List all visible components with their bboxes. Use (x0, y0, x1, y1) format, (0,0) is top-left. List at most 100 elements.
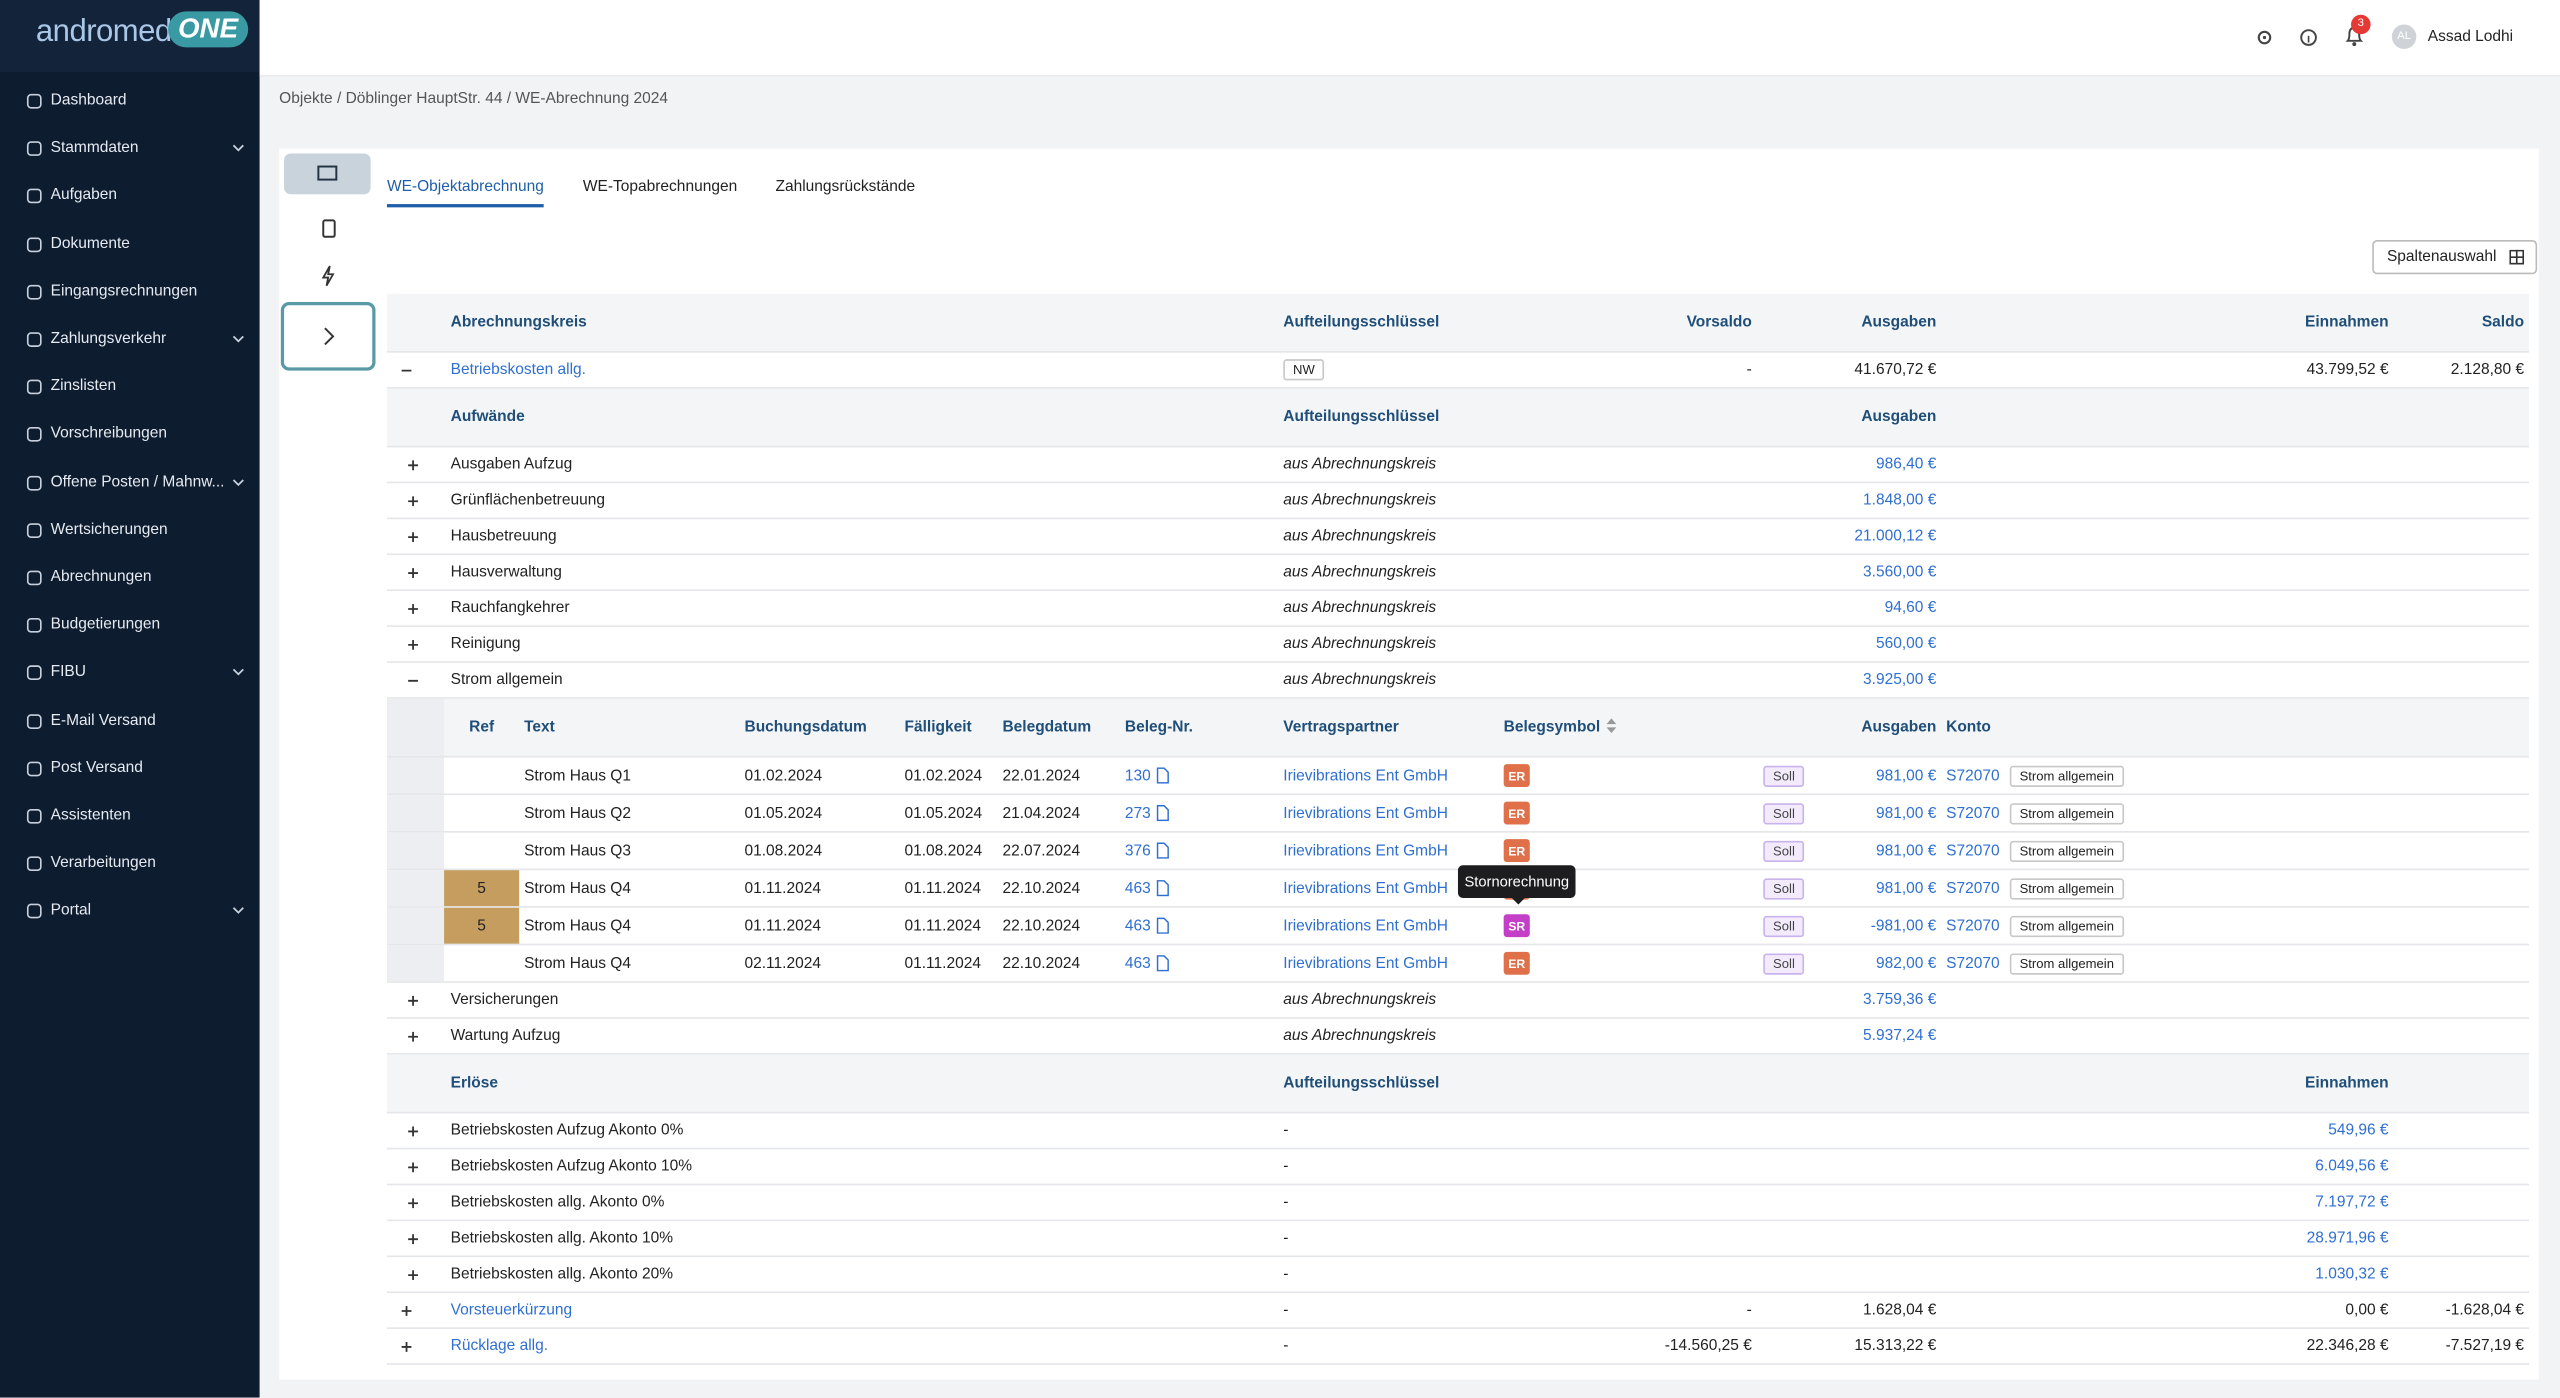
amount-link[interactable]: 982,00 € (1875, 954, 1937, 973)
menu-item[interactable]: E-Mail Versand (0, 705, 260, 738)
expand-toggle[interactable] (405, 1185, 421, 1219)
account-link[interactable]: S72070 (1946, 954, 2000, 973)
document-link[interactable]: 376 (1124, 841, 1151, 860)
amount-link[interactable]: 21.000,12 € (1854, 527, 1937, 546)
tab[interactable]: Zahlungsrückstände (775, 177, 916, 196)
menu-item[interactable]: Verarbeitungen (0, 848, 260, 881)
circle-link[interactable]: Rücklage allg. (450, 1337, 549, 1356)
menu-item[interactable]: Dokumente (0, 228, 260, 261)
account-link[interactable]: S72070 (1946, 841, 2000, 860)
user-name[interactable]: Assad Lodhi (2427, 27, 2514, 46)
amount-link[interactable]: 549,96 € (2328, 1121, 2389, 1140)
amount-link[interactable]: 7.197,72 € (2315, 1193, 2389, 1212)
cell: ER (1503, 758, 1530, 794)
column-select-button[interactable]: Spaltenauswahl (2372, 239, 2538, 275)
tab[interactable]: WE-Objektabrechnung (386, 178, 544, 208)
partner-link[interactable]: Irievibrations Ent GmbH (1283, 766, 1448, 785)
amount-link[interactable]: 981,00 € (1875, 804, 1937, 823)
amount-link[interactable]: 3.759,36 € (1863, 991, 1937, 1009)
menu-item[interactable]: Post Versand (0, 752, 260, 785)
document-link[interactable]: 463 (1124, 916, 1151, 935)
amount-link[interactable]: 3.560,00 € (1863, 563, 1937, 582)
tab[interactable]: WE-Topabrechnungen (582, 177, 738, 196)
menu-item[interactable]: Assistenten (0, 800, 260, 833)
menu-item[interactable]: Dashboard (0, 85, 260, 118)
menu-item[interactable]: Stammdaten (0, 133, 260, 166)
cell: 22.01.2024 (1002, 758, 1080, 794)
menu-item[interactable]: Zahlungsverkehr (0, 323, 260, 356)
expand-panel-button[interactable] (280, 302, 376, 371)
menu-item[interactable]: Eingangsrechnungen (0, 276, 260, 309)
expand-toggle[interactable] (405, 627, 421, 661)
expand-toggle[interactable] (405, 555, 421, 589)
document-link[interactable]: 130 (1124, 766, 1151, 785)
partner-link[interactable]: Irievibrations Ent GmbH (1283, 916, 1448, 935)
amount-link[interactable]: -981,00 € (1870, 916, 1937, 935)
avatar[interactable]: AL (2391, 24, 2417, 49)
menu-item[interactable]: Vorschreibungen (0, 419, 260, 452)
menu-item[interactable]: Abrechnungen (0, 562, 260, 595)
view-button-active[interactable] (284, 153, 371, 195)
flash-icon[interactable] (318, 264, 338, 287)
partner-link[interactable]: Irievibrations Ent GmbH (1283, 879, 1448, 898)
document-link[interactable]: 463 (1124, 879, 1151, 898)
menu-item[interactable]: Aufgaben (0, 180, 260, 213)
amount-link[interactable]: 560,00 € (1875, 635, 1937, 654)
account-link[interactable]: S72070 (1946, 916, 2000, 935)
expand-toggle[interactable] (405, 483, 421, 517)
amount-link[interactable]: 981,00 € (1875, 766, 1937, 785)
amount-link[interactable]: 1.030,32 € (2315, 1265, 2389, 1284)
copy-icon[interactable] (318, 217, 338, 240)
circle-link[interactable]: Betriebskosten allg. (450, 360, 586, 379)
expand-toggle[interactable] (405, 1019, 421, 1053)
expand-toggle[interactable] (398, 1293, 414, 1327)
partner-link[interactable]: Irievibrations Ent GmbH (1283, 841, 1448, 860)
document-link[interactable]: 463 (1124, 954, 1151, 973)
amount-link[interactable]: 986,40 € (1875, 455, 1937, 474)
settings-icon[interactable] (2255, 28, 2275, 48)
expand-toggle[interactable] (398, 1329, 414, 1363)
partner-link[interactable]: Irievibrations Ent GmbH (1283, 804, 1448, 823)
expand-toggle[interactable] (405, 663, 421, 697)
menu-icon (26, 808, 42, 829)
header-cell: Fälligkeit (904, 699, 971, 756)
partner-link[interactable]: Irievibrations Ent GmbH (1283, 954, 1448, 973)
amount-link[interactable]: 981,00 € (1875, 879, 1937, 898)
expand-toggle[interactable] (405, 1149, 421, 1183)
menu-item[interactable]: Portal (0, 895, 260, 928)
info-icon[interactable] (2299, 28, 2319, 48)
account-link[interactable]: S72070 (1946, 879, 2000, 898)
amount-link[interactable]: 5.937,24 € (1863, 1026, 1937, 1045)
menu-item[interactable]: FIBU (0, 657, 260, 690)
expand-toggle[interactable] (405, 519, 421, 553)
amount-link[interactable]: 6.049,56 € (2315, 1157, 2389, 1176)
account-link[interactable]: S72070 (1946, 766, 2000, 785)
menu-item[interactable]: Offene Posten / Mahnw... (0, 466, 260, 499)
menu-item[interactable]: Zinslisten (0, 371, 260, 404)
cell: Irievibrations Ent GmbH (1283, 945, 1448, 981)
amount-link[interactable]: 1.848,00 € (1863, 491, 1937, 510)
status-badge: Soll (1763, 802, 1805, 824)
expand-toggle[interactable] (405, 447, 421, 481)
toggle-icon (408, 679, 418, 681)
expand-toggle[interactable] (405, 1257, 421, 1291)
cell-text: 43.799,52 € (2306, 360, 2389, 379)
menu-item[interactable]: Budgetierungen (0, 609, 260, 642)
amount-link[interactable]: 28.971,96 € (2306, 1229, 2389, 1248)
header-cell: Saldo (2482, 294, 2524, 351)
amount-link[interactable]: 94,60 € (1884, 599, 1937, 618)
account-link[interactable]: S72070 (1946, 804, 2000, 823)
menu-item[interactable]: Wertsicherungen (0, 514, 260, 547)
expand-toggle[interactable] (405, 1113, 421, 1147)
amount-link[interactable]: 3.925,00 € (1863, 671, 1937, 689)
cell: 5.937,24 € (1863, 1019, 1936, 1053)
expand-toggle[interactable] (405, 1221, 421, 1255)
category-badge: Strom allgemein (2009, 877, 2124, 899)
expand-toggle[interactable] (405, 591, 421, 625)
amount-link[interactable]: 981,00 € (1875, 841, 1937, 860)
expense-row: Hausverwaltung aus Abrechnungskreis 3.560,… (386, 555, 2529, 592)
expand-toggle[interactable] (398, 353, 414, 387)
circle-link[interactable]: Vorsteuerkürzung (450, 1301, 573, 1320)
expand-toggle[interactable] (405, 983, 421, 1017)
document-link[interactable]: 273 (1124, 804, 1151, 823)
